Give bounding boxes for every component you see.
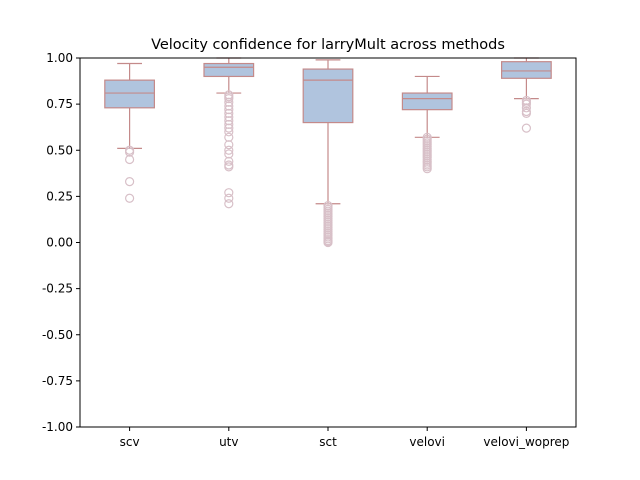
flier-point <box>521 123 532 133</box>
flier-point <box>224 108 234 118</box>
flier-point <box>125 177 135 187</box>
plot-area <box>104 57 552 248</box>
flier-point <box>224 149 234 159</box>
y-tick-label: 0.75 <box>46 97 73 111</box>
y-tick-label: -1.00 <box>42 420 73 434</box>
flier-point <box>224 156 234 166</box>
box-velovi <box>401 75 453 174</box>
flier-point <box>224 140 234 150</box>
x-tick-label-sct: sct <box>319 435 337 449</box>
flier-point <box>125 145 135 155</box>
flier-point <box>224 127 234 137</box>
flier-point <box>521 99 532 109</box>
chart-title: Velocity confidence for larryMult across… <box>151 37 505 53</box>
y-tick-label: 0.00 <box>46 236 73 250</box>
flier-point <box>224 97 234 107</box>
x-tick-label-velovi: velovi <box>409 435 445 449</box>
flier-point <box>224 123 234 133</box>
y-tick-label: 1.00 <box>46 51 73 65</box>
flier-point <box>224 119 234 130</box>
y-tick-label: 0.25 <box>46 189 73 203</box>
flier-point <box>323 237 333 248</box>
flier-point <box>224 162 234 172</box>
y-tick-label: 0.50 <box>46 143 73 157</box>
flier-point <box>224 193 234 203</box>
flier-point <box>422 164 432 174</box>
x-tick-label-scv: scv <box>120 435 140 449</box>
box-scv <box>104 62 156 203</box>
box-sct <box>302 59 354 248</box>
flier-point <box>224 132 234 142</box>
flier-point <box>224 145 234 155</box>
box-body <box>203 62 255 78</box>
axes: -1.00 -0.75 -0.50 -0.25 0.00 0.25 0.50 0.75 1.00… <box>42 51 577 449</box>
y-tick-label: -0.50 <box>42 328 73 342</box>
flier-point <box>224 93 234 104</box>
x-tick-label-velovi_woprep: velovi_woprep <box>483 435 569 449</box>
box-body <box>302 68 354 124</box>
x-tick-label-utv: utv <box>219 435 238 449</box>
flier-point <box>224 101 234 111</box>
flier-point <box>125 154 135 165</box>
flier-point <box>224 188 234 198</box>
flier-point <box>521 103 532 113</box>
y-tick-label: -0.75 <box>42 374 73 388</box>
flier-point <box>521 108 532 118</box>
box-utv <box>203 57 255 209</box>
y-tick-label: -0.25 <box>42 282 73 296</box>
flier-point <box>224 116 234 126</box>
flier-point <box>125 193 135 203</box>
box-body <box>501 61 552 79</box>
box-body <box>401 92 453 111</box>
box-velovi_woprep <box>501 57 552 133</box>
flier-point <box>224 199 234 209</box>
box-body <box>104 79 156 109</box>
flier-point <box>224 112 234 122</box>
flier-point <box>224 105 234 115</box>
